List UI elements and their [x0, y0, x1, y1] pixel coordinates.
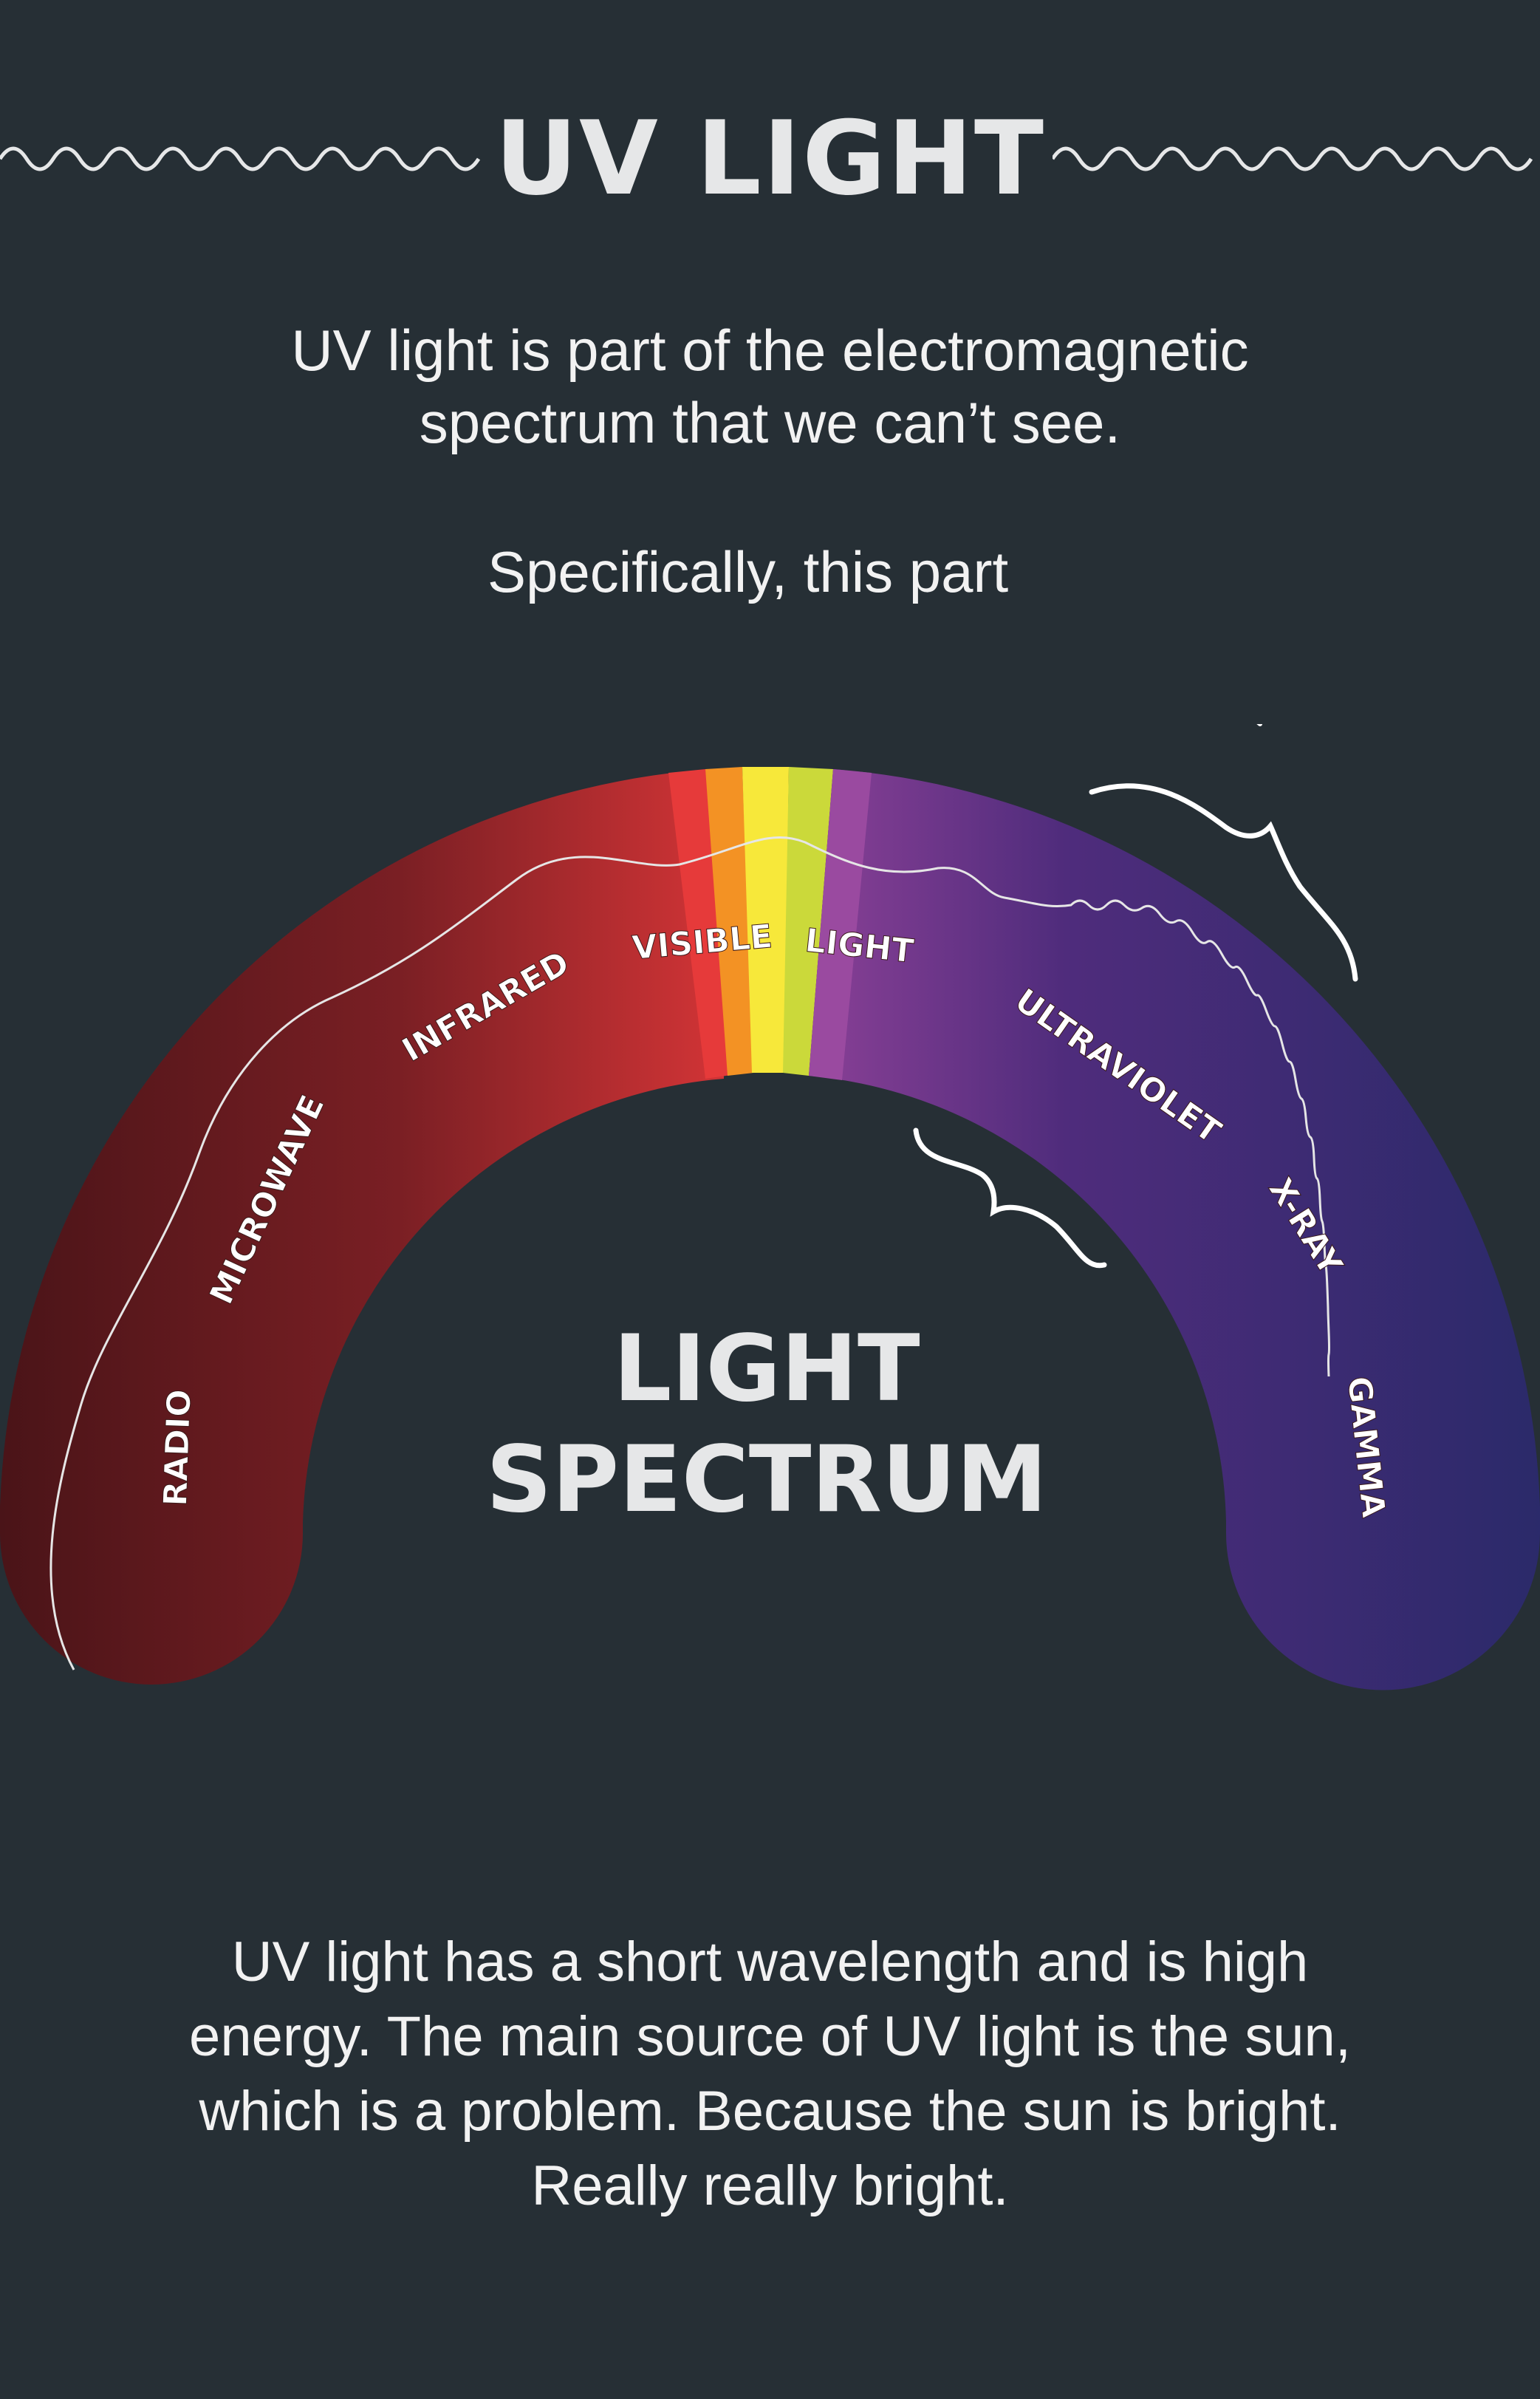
intro-line-1: UV light is part of the electromagnetic [291, 318, 1249, 383]
title-row: UV LIGHT [0, 96, 1540, 222]
band-lime [783, 767, 833, 1076]
light-spectrum-diagram: RADIO MICROWAVE INFRARED VISIBLE LIGHT U… [0, 724, 1540, 1690]
wave-decoration-right [1053, 146, 1533, 171]
band-red [668, 769, 731, 1079]
pointer-text: Specifically, this part [487, 539, 1009, 604]
spectrum-title-line-2: SPECTRUM [486, 1427, 1047, 1533]
spectrum-title-line-1: LIGHT [613, 1316, 920, 1422]
label-radio: RADIO [157, 1389, 198, 1507]
wave-decoration-left [0, 146, 481, 171]
bottom-line-4: Really really bright. [531, 2154, 1009, 2217]
band-violet [809, 769, 872, 1080]
bottom-line-1: UV light has a short wavelength and is h… [231, 1931, 1309, 1993]
bottom-text: UV light has a short wavelength and is h… [0, 1925, 1540, 2223]
bottom-line-3: which is a problem. Because the sun is b… [199, 2080, 1341, 2143]
page-title: UV LIGHT [494, 99, 1046, 218]
bottom-line-2: energy. The main source of UV light is t… [189, 2005, 1351, 2068]
brace-outer [1089, 783, 1358, 982]
brace-inner [913, 1127, 1107, 1269]
band-warm [0, 768, 724, 1685]
intro-text: UV light is part of the electromagnetic … [0, 314, 1540, 459]
band-yellow [742, 767, 789, 1073]
band-cool [809, 769, 1540, 1690]
intro-line-2: spectrum that we can’t see. [419, 390, 1121, 455]
wavelength-line [49, 836, 1330, 1671]
